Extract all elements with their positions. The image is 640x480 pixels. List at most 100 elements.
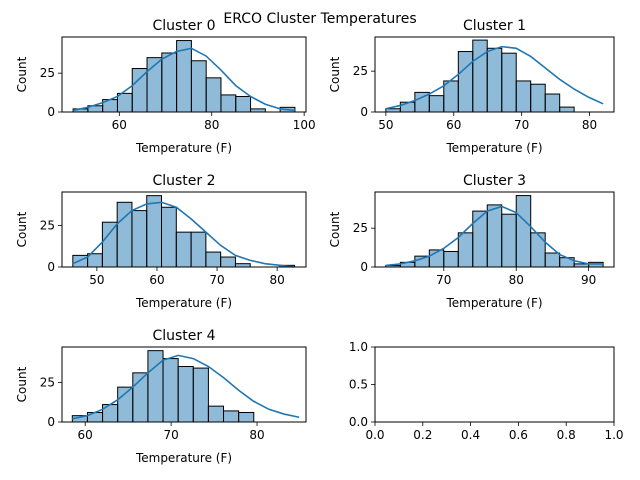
y-tick-label: 0 — [360, 105, 368, 119]
x-axis-label: Temperature (F) — [135, 141, 232, 155]
histogram-bar — [486, 204, 503, 268]
x-tick-label: 80 — [249, 428, 264, 442]
y-axis-label: Count — [15, 366, 29, 402]
histogram-bar — [501, 52, 517, 113]
y-tick-label: 25 — [40, 66, 55, 80]
histogram-bar — [117, 386, 134, 423]
histogram-bar — [457, 51, 474, 113]
x-tick-label: 70 — [514, 118, 529, 132]
axes-frame — [374, 346, 615, 423]
figure-title: ERCO Cluster Temperatures — [223, 11, 416, 27]
histogram-bar — [501, 213, 517, 268]
histogram-bar — [131, 210, 148, 268]
kde-line — [385, 45, 604, 110]
x-tick-label: 70 — [163, 428, 178, 442]
y-tick-label: 0 — [47, 105, 55, 119]
kde-line — [72, 47, 295, 112]
subplot-0: 60 80 100 0 25 Cluster 0 Temperature (F) Count — [15, 18, 316, 155]
histogram-bar — [472, 210, 488, 268]
histogram-bar — [146, 195, 163, 268]
x-tick-label: 100 — [293, 118, 316, 132]
histogram-bar — [530, 232, 546, 268]
x-tick-label: 60 — [149, 273, 164, 287]
histogram-bar — [443, 250, 459, 268]
histogram-bar — [207, 405, 225, 423]
x-tick-label: 60 — [78, 428, 93, 442]
x-tick-label: 0.8 — [557, 428, 576, 442]
histogram-bar — [116, 92, 133, 113]
y-tick-label: 0 — [47, 260, 55, 274]
x-tick-label: 80 — [509, 273, 524, 287]
histogram-bar — [205, 251, 222, 268]
histogram-bar — [161, 52, 178, 113]
histogram-bar — [472, 39, 488, 113]
x-tick-label: 70 — [436, 273, 451, 287]
histogram-bar — [530, 83, 546, 113]
y-tick-label: 0 — [47, 415, 55, 429]
histogram-bar — [238, 411, 255, 423]
axes-frame — [374, 191, 615, 268]
histogram-bar — [223, 410, 240, 423]
subplot-title: Cluster 0 — [152, 18, 215, 34]
x-axis-label: Temperature (F) — [135, 296, 232, 310]
y-tick-label: 25 — [40, 219, 55, 233]
histogram-bar — [101, 221, 118, 268]
x-tick-label: 0.0 — [365, 428, 384, 442]
y-tick-label: 0.5 — [349, 378, 368, 392]
histogram-bar — [205, 77, 222, 113]
subplot-2: 50 60 70 80 0 25 Cluster 2 Temperature (F) Count — [15, 173, 307, 310]
histogram-bar — [192, 367, 209, 423]
histogram-bar — [235, 95, 252, 113]
histogram-bar — [486, 47, 503, 113]
axes-frame — [374, 36, 615, 113]
histogram-bar — [162, 358, 179, 423]
subplot-title: Cluster 1 — [463, 18, 526, 34]
axes-frame — [61, 346, 307, 423]
y-axis-label: Count — [15, 211, 29, 247]
y-tick-label: 0.0 — [349, 415, 368, 429]
histogram-bar — [177, 366, 194, 423]
histogram-bar — [515, 80, 532, 113]
y-tick-label: 0 — [360, 260, 368, 274]
subplot-1: 50 60 70 80 0 25 Cluster 1 Temperature (F) Count — [328, 18, 615, 155]
y-axis-label: Count — [328, 56, 342, 92]
y-tick-label: 25 — [40, 375, 55, 389]
x-tick-label: 0.6 — [509, 428, 528, 442]
histogram-bar — [428, 95, 445, 113]
x-tick-label: 70 — [209, 273, 224, 287]
y-tick-label: 25 — [353, 221, 368, 235]
histogram-bar — [161, 206, 177, 268]
histogram-bar — [175, 231, 192, 268]
kde-line — [385, 205, 604, 267]
x-tick-label: 0.2 — [413, 428, 432, 442]
subplot-5: 0.0 0.2 0.4 0.6 0.8 1.0 0.0 0.5 1.0 — [349, 340, 624, 442]
x-tick-label: 50 — [89, 273, 104, 287]
x-tick-label: 60 — [112, 118, 127, 132]
histogram-bar — [515, 195, 532, 268]
y-tick-label: 25 — [353, 64, 368, 78]
kde-line — [72, 354, 300, 420]
histogram-bar — [190, 60, 207, 113]
x-tick-label: 1.0 — [604, 428, 623, 442]
histogram-bar — [190, 231, 207, 268]
x-tick-label: 80 — [270, 273, 285, 287]
x-tick-label: 50 — [378, 118, 393, 132]
histogram-bar — [220, 94, 237, 113]
subplot-title: Cluster 2 — [152, 173, 215, 189]
x-tick-label: 80 — [582, 118, 597, 132]
y-tick-label: 1.0 — [349, 340, 368, 354]
x-tick-label: 0.4 — [461, 428, 480, 442]
x-axis-label: Temperature (F) — [445, 296, 542, 310]
histogram-bar — [457, 232, 474, 268]
histogram-bar — [544, 252, 561, 268]
x-tick-label: 60 — [446, 118, 461, 132]
kde-line — [72, 201, 295, 268]
subplot-4: 60 70 80 0 25 Cluster 4 Temperature (F) Count — [15, 328, 307, 465]
x-axis-label: Temperature (F) — [445, 141, 542, 155]
histogram-bar — [544, 93, 561, 113]
x-axis-label: Temperature (F) — [135, 451, 232, 465]
histogram-bar — [131, 68, 148, 113]
y-axis-label: Count — [328, 211, 342, 247]
subplot-3: 70 80 90 0 25 Cluster 3 Temperature (F) Count — [328, 173, 615, 310]
